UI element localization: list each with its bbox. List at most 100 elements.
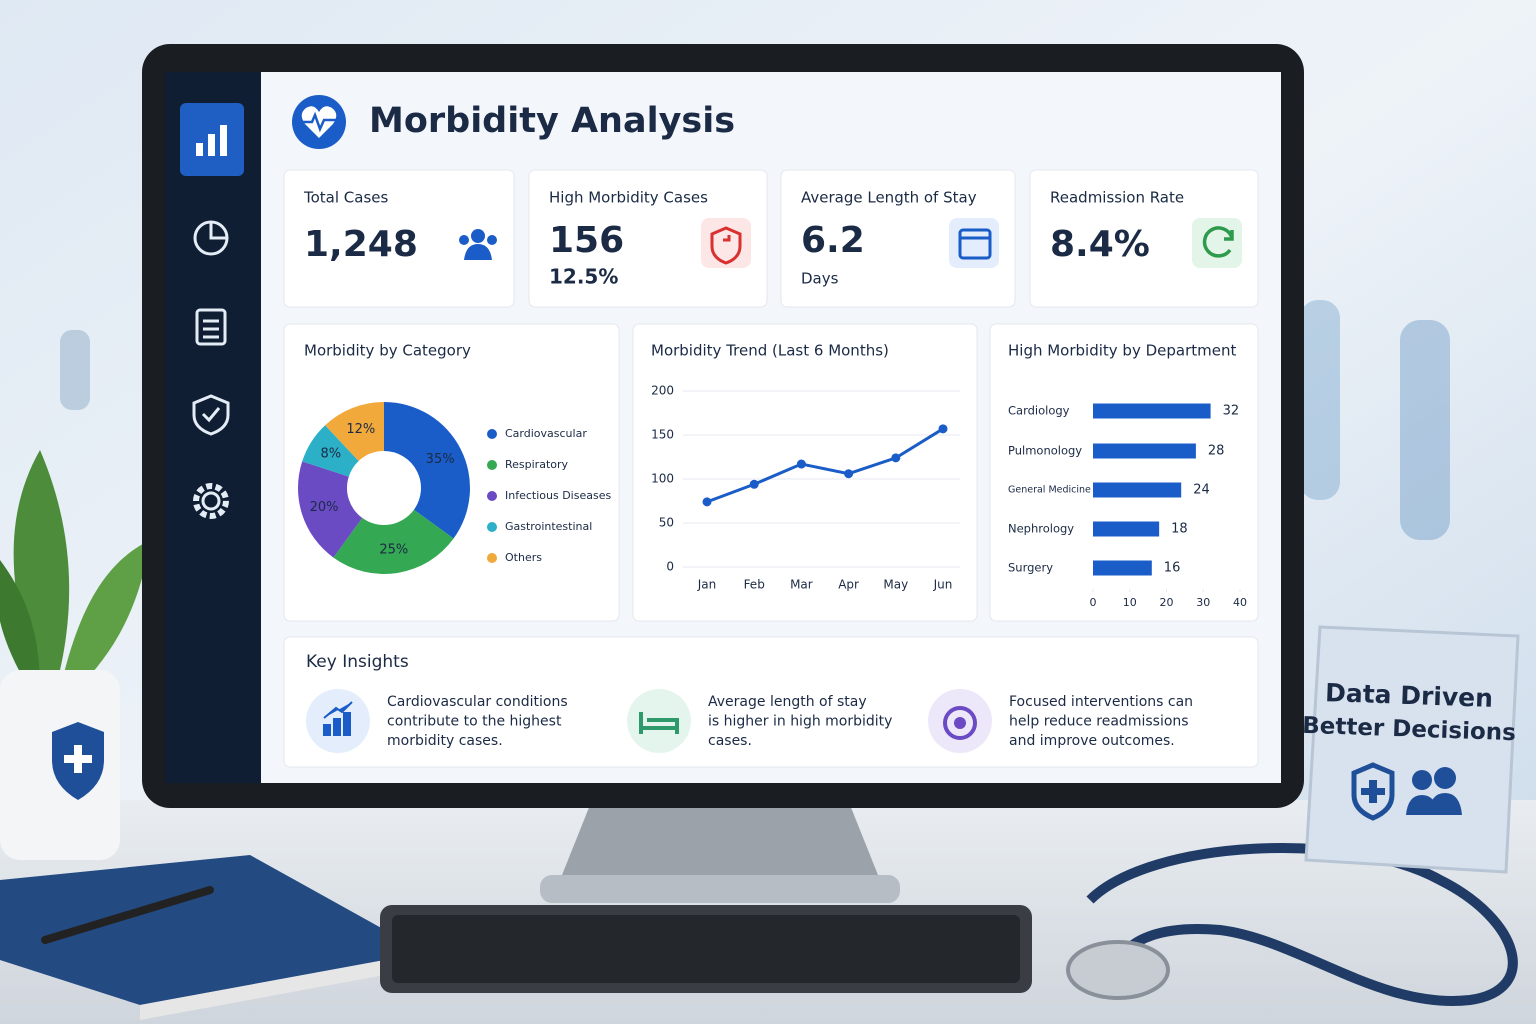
kpi-value: 6.2 xyxy=(801,220,865,261)
insight-icon xyxy=(943,706,977,740)
x-tick-label: Feb xyxy=(744,578,765,592)
kpi-value: 1,248 xyxy=(304,224,418,265)
bar-value-label: 28 xyxy=(1208,444,1225,459)
pie-slice xyxy=(333,509,454,574)
legend-label: Gastrointestinal xyxy=(505,520,592,533)
y-tick-label: 100 xyxy=(651,472,674,486)
notebook-pages xyxy=(140,960,385,1020)
legend-dot xyxy=(487,553,497,563)
y-tick-label: 150 xyxy=(651,428,674,442)
category-label: Surgery xyxy=(1008,561,1053,575)
insight-text: Focused interventions can xyxy=(1009,694,1193,710)
pen xyxy=(41,886,214,944)
sign-text: Data Driven xyxy=(1325,678,1494,713)
plant-leaf xyxy=(60,540,150,695)
insight-text: help reduce readmissions xyxy=(1009,714,1189,730)
insight-text: contribute to the highest xyxy=(387,714,562,730)
bar-value-label: 32 xyxy=(1223,404,1240,419)
card xyxy=(989,323,1259,622)
bar xyxy=(1093,443,1196,459)
card xyxy=(283,169,515,308)
bar xyxy=(1093,403,1211,419)
kpi-icon xyxy=(1202,226,1234,258)
blurred-figure xyxy=(1300,300,1340,500)
kpi-icon-bg xyxy=(701,218,751,268)
sign-people xyxy=(1406,793,1462,815)
nav-icon xyxy=(203,319,219,339)
bar-value-label: 16 xyxy=(1164,561,1181,576)
kpi-icon-bg xyxy=(1192,218,1242,268)
legend-label: Respiratory xyxy=(505,458,569,471)
x-tick-label: Apr xyxy=(838,578,859,592)
kpi-icon xyxy=(459,235,469,245)
kpi-sub: 12.5% xyxy=(549,265,618,289)
nav-icon xyxy=(209,222,227,240)
sign-cross xyxy=(1361,780,1385,803)
kpi-icon xyxy=(958,228,992,260)
trend-point xyxy=(844,469,854,479)
category-label: Cardiology xyxy=(1008,404,1070,418)
kpi-icon xyxy=(487,235,497,245)
x-tick-label: Mar xyxy=(790,578,813,592)
legend-dot xyxy=(487,491,497,501)
pie-label: 35% xyxy=(426,452,455,467)
kpi-label: Total Cases xyxy=(303,189,389,207)
title-icon-heart xyxy=(301,106,337,138)
plant-leaf xyxy=(0,560,40,690)
trend-point xyxy=(938,424,948,434)
kpi-label: High Morbidity Cases xyxy=(549,189,708,207)
insight-icon xyxy=(639,712,679,734)
x-tick-label: 40 xyxy=(1233,596,1247,609)
kpi-sub: Days xyxy=(801,270,839,288)
legend-label: Infectious Diseases xyxy=(505,489,611,502)
card xyxy=(528,169,768,308)
pie-label: 20% xyxy=(310,500,339,515)
title-icon-pulse xyxy=(302,111,336,133)
trend-point xyxy=(891,453,901,463)
page-title: Morbidity Analysis xyxy=(369,101,735,141)
notebook xyxy=(0,855,385,1005)
category-label: Pulmonology xyxy=(1008,444,1082,458)
legend-label: Others xyxy=(505,551,542,564)
legend-label: Cardiovascular xyxy=(505,427,587,440)
blurred-figure xyxy=(1400,320,1450,540)
insight-text: morbidity cases. xyxy=(387,733,503,749)
pie-slice xyxy=(384,402,471,539)
chart-title: High Morbidity by Department xyxy=(1008,342,1236,360)
bar xyxy=(1093,521,1160,537)
insight-text: Cardiovascular conditions xyxy=(387,694,568,710)
card xyxy=(283,636,1259,768)
insights-title: Key Insights xyxy=(306,652,409,672)
stethoscope-chest xyxy=(1066,940,1170,1000)
y-tick-label: 50 xyxy=(659,516,674,530)
kpi-label: Readmission Rate xyxy=(1050,189,1184,207)
pie-label: 25% xyxy=(379,543,408,558)
nav-icon xyxy=(208,134,215,156)
x-tick-label: 10 xyxy=(1123,596,1137,609)
legend-dot xyxy=(487,522,497,532)
kpi-icon xyxy=(464,244,492,260)
x-tick-label: Jan xyxy=(697,578,717,592)
category-label: General Medicine xyxy=(1008,485,1091,496)
blurred-figure xyxy=(60,330,90,410)
monitor-stand xyxy=(560,805,880,880)
keyboard-keys xyxy=(392,915,1020,983)
nav-icon xyxy=(196,143,203,156)
nav-settings[interactable] xyxy=(201,491,221,511)
chart-title: Morbidity by Category xyxy=(304,342,471,360)
card xyxy=(632,323,978,622)
legend-dot xyxy=(487,460,497,470)
category-label: Nephrology xyxy=(1008,522,1074,536)
kpi-value: 156 xyxy=(549,220,624,261)
pie-label: 8% xyxy=(320,447,341,462)
insight-text: and improve outcomes. xyxy=(1009,733,1175,749)
x-tick-label: 0 xyxy=(1090,596,1097,609)
nav-reports[interactable] xyxy=(195,308,227,346)
x-tick-label: 30 xyxy=(1196,596,1210,609)
card xyxy=(780,169,1016,308)
chart-title: Morbidity Trend (Last 6 Months) xyxy=(651,342,889,360)
bar xyxy=(1093,560,1152,576)
nav-shield[interactable] xyxy=(192,394,230,436)
pot-cross xyxy=(64,745,92,773)
